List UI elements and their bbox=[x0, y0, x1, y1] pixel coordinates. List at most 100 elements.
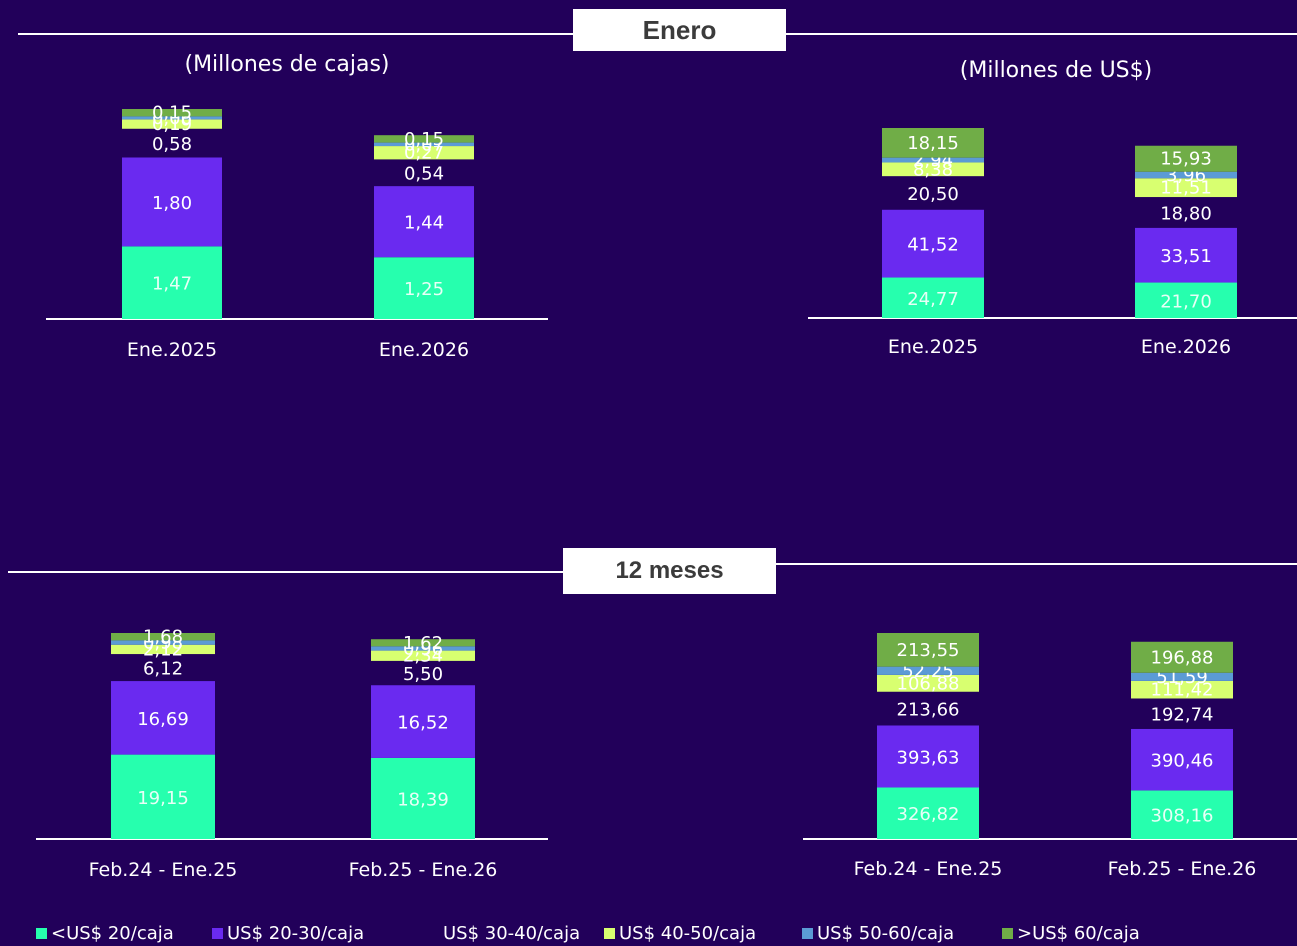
x-tick-label: Ene.2026 bbox=[1141, 336, 1231, 358]
bar-segment bbox=[122, 246, 222, 319]
bar-segment bbox=[371, 646, 475, 651]
x-tick-label: Ene.2025 bbox=[888, 336, 978, 358]
bar-segment bbox=[374, 257, 474, 319]
bar-segment bbox=[111, 681, 215, 755]
bar-segment bbox=[122, 157, 222, 247]
data-label: 0,58 bbox=[152, 134, 192, 155]
data-label: 11,51 bbox=[1160, 178, 1212, 199]
data-label: 111,42 bbox=[1151, 680, 1214, 701]
bar-segment bbox=[1135, 282, 1237, 318]
bar-segment bbox=[111, 633, 215, 641]
bar-segment bbox=[111, 654, 215, 682]
data-label: 8,38 bbox=[913, 159, 953, 180]
data-label: 15,93 bbox=[1160, 149, 1212, 170]
bar-segment bbox=[1131, 698, 1233, 729]
legend-label: US$ 30-40/caja bbox=[443, 922, 581, 944]
legend-swatch bbox=[212, 927, 223, 939]
bar-segment bbox=[374, 135, 474, 143]
data-label: 326,82 bbox=[897, 804, 960, 825]
data-label: 6,12 bbox=[143, 659, 183, 680]
data-label: 390,46 bbox=[1151, 751, 1214, 772]
data-label: 1,25 bbox=[404, 279, 444, 300]
data-label: 1,80 bbox=[152, 193, 192, 214]
bar-segment bbox=[1135, 145, 1237, 172]
bar-segment bbox=[1135, 227, 1237, 283]
data-label: 192,74 bbox=[1151, 705, 1214, 726]
bar-segment bbox=[882, 162, 984, 177]
legend-label: <US$ 20/caja bbox=[51, 922, 174, 944]
section-title-enero: Enero bbox=[573, 9, 786, 51]
legend-label: US$ 40-50/caja bbox=[619, 922, 757, 944]
bar-segment bbox=[1135, 178, 1237, 198]
bar-segment bbox=[877, 787, 979, 839]
data-label: 0,54 bbox=[404, 164, 444, 185]
x-tick-label: Feb.24 - Ene.25 bbox=[854, 858, 1003, 880]
bar-segment bbox=[371, 757, 475, 839]
section-rule-left bbox=[18, 33, 573, 35]
legend-swatch bbox=[1002, 927, 1013, 939]
data-label: 19,15 bbox=[137, 788, 189, 809]
bar-segment bbox=[374, 159, 474, 187]
bar-segment bbox=[882, 128, 984, 158]
x-tick-label: Ene.2025 bbox=[127, 339, 217, 361]
bar-segment bbox=[1131, 641, 1233, 673]
data-label: 1,44 bbox=[404, 213, 444, 234]
data-label: 24,77 bbox=[907, 289, 959, 310]
data-label: 1,68 bbox=[143, 627, 183, 648]
bar-segment bbox=[877, 725, 979, 788]
chart-subtitle-cajas: (Millones de cajas) bbox=[184, 52, 390, 77]
legend-item: <US$ 20/caja bbox=[36, 923, 212, 944]
data-label: 0,15 bbox=[152, 103, 192, 124]
data-label: 1,47 bbox=[152, 274, 192, 295]
chart-subtitle-usd: (Millones de US$) bbox=[959, 58, 1153, 83]
data-label: 2,34 bbox=[403, 646, 443, 667]
bar-segment bbox=[371, 660, 475, 686]
data-label: 16,69 bbox=[137, 709, 189, 730]
legend-label: US$ 50-60/caja bbox=[817, 922, 955, 944]
x-tick-label: Ene.2026 bbox=[379, 339, 469, 361]
bar-segment bbox=[111, 640, 215, 645]
section-rule-right bbox=[786, 33, 1297, 35]
section-rule-left-12m bbox=[8, 571, 563, 573]
data-label: 41,52 bbox=[907, 235, 959, 256]
bar-segment bbox=[371, 685, 475, 758]
bar-segment bbox=[877, 691, 979, 726]
legend-swatch bbox=[36, 927, 47, 939]
data-label: 20,50 bbox=[907, 184, 959, 205]
bar-segment bbox=[122, 116, 222, 120]
data-label: 18,39 bbox=[397, 789, 449, 810]
data-label: 5,50 bbox=[403, 664, 443, 685]
bar-segment bbox=[122, 119, 222, 129]
bar-segment bbox=[877, 633, 979, 667]
data-label: 33,51 bbox=[1160, 246, 1212, 267]
data-label: 0,15 bbox=[404, 129, 444, 150]
bar-segment bbox=[374, 146, 474, 160]
legend-item: US$ 30-40/caja bbox=[428, 923, 604, 944]
legend: <US$ 20/caja US$ 20-30/caja US$ 30-40/ca… bbox=[36, 922, 1152, 944]
data-label: 213,66 bbox=[897, 700, 960, 721]
x-tick-label: Feb.24 - Ene.25 bbox=[89, 859, 238, 881]
legend-swatch bbox=[604, 927, 615, 939]
legend-swatch bbox=[802, 927, 813, 939]
bar-segment bbox=[371, 639, 475, 647]
legend-label: US$ 20-30/caja bbox=[227, 922, 365, 944]
bar-segment bbox=[877, 666, 979, 675]
data-label: 106,88 bbox=[897, 673, 960, 694]
data-label: 393,63 bbox=[897, 747, 960, 768]
bar-segment bbox=[882, 157, 984, 163]
data-label: 18,15 bbox=[907, 133, 959, 154]
bar-segment bbox=[1131, 672, 1233, 681]
bar-segment bbox=[1135, 197, 1237, 228]
bar-segment bbox=[882, 209, 984, 278]
data-label: 1,62 bbox=[403, 633, 443, 654]
legend-item: US$ 20-30/caja bbox=[212, 923, 428, 944]
bar-segment bbox=[877, 674, 979, 692]
x-tick-label: Feb.25 - Ene.26 bbox=[1108, 858, 1257, 880]
bar-segment bbox=[122, 128, 222, 158]
bar-segment bbox=[111, 754, 215, 839]
legend-item: US$ 40-50/caja bbox=[604, 923, 802, 944]
bar-segment bbox=[1131, 728, 1233, 791]
legend-item: US$ 50-60/caja bbox=[802, 923, 1002, 944]
data-label: 308,16 bbox=[1151, 806, 1214, 827]
